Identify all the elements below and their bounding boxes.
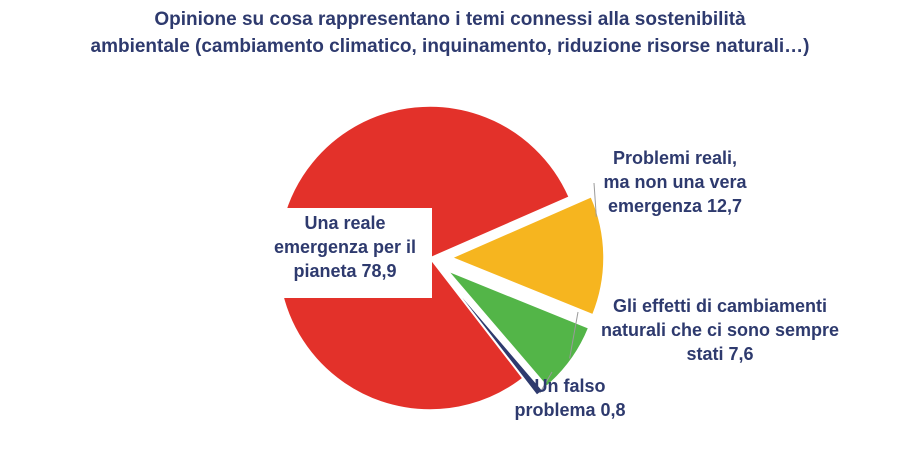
slice-label-reale-emergenza: Una reale emergenza per il pianeta 78,9	[258, 208, 432, 298]
slice-label-problemi-reali: Problemi reali, ma non una vera emergenz…	[580, 146, 770, 218]
leader-line-problemi-reali	[593, 182, 597, 217]
slice-label-line: naturali che ci sono sempre	[600, 320, 840, 340]
slice-label-effetti-naturali: Gli effetti di cambiamenti naturali che …	[590, 294, 850, 366]
slice-label-line: emergenza 12,7	[607, 196, 743, 216]
slice-label-line: Una reale	[304, 213, 386, 233]
chart-title-line-2: ambientale (cambiamento climatico, inqui…	[90, 36, 810, 57]
pie-slice-problemi-reali	[451, 195, 605, 316]
slice-label-line: Problemi reali,	[612, 148, 738, 168]
leader-line-effetti-naturali	[569, 311, 579, 359]
slice-label-line: Gli effetti di cambiamenti	[612, 296, 828, 316]
slice-label-line: Un falso	[534, 376, 606, 396]
leader-line-falso-problema	[539, 371, 553, 394]
chart-title: Opinione su cosa rappresentano i temi co…	[0, 6, 900, 60]
slice-label-line: ma non una vera	[603, 172, 747, 192]
slice-label-line: pianeta 78,9	[293, 261, 397, 281]
pie-slice-effetti-naturali	[447, 270, 590, 388]
chart-title-line-1: Opinione su cosa rappresentano i temi co…	[154, 9, 746, 30]
slice-label-line: problema 0,8	[514, 400, 626, 420]
slice-label-falso-problema: Un falso problema 0,8	[500, 374, 640, 422]
slice-label-line: stati 7,6	[686, 344, 754, 364]
slice-label-line: emergenza per il	[273, 237, 417, 257]
